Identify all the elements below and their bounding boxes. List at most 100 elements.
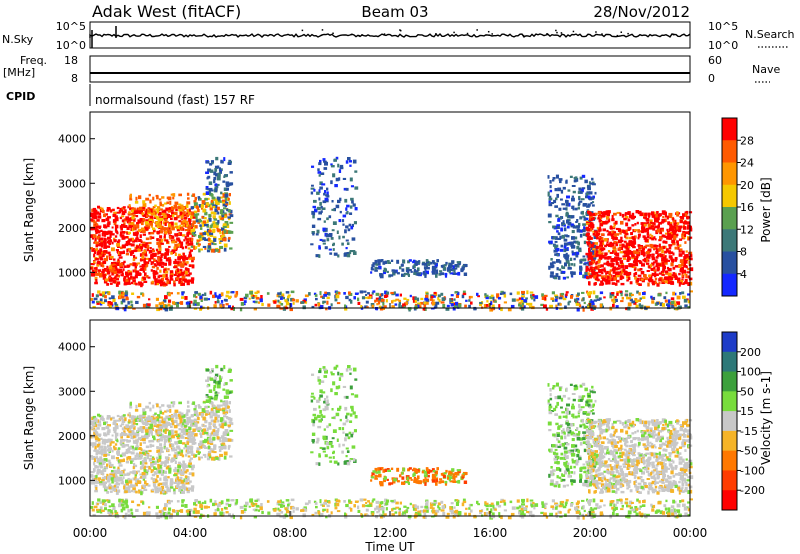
power-cell: [606, 216, 609, 219]
power-cell: [354, 207, 358, 211]
power-cell: [157, 217, 161, 222]
power-cell: [689, 290, 693, 293]
power-cell: [180, 271, 185, 276]
velocity-cell: [122, 444, 126, 448]
power-cell: [174, 252, 177, 256]
velocity-cell: [167, 417, 171, 421]
power-cell: [598, 238, 601, 243]
power-cell: [169, 275, 173, 279]
velocity-cell: [169, 444, 172, 448]
power-cell: [267, 303, 271, 307]
power-cell: [635, 304, 639, 308]
power-cell: [188, 251, 192, 255]
power-cell: [102, 273, 106, 277]
power-cell: [570, 223, 574, 226]
velocity-cell: [132, 418, 136, 422]
velocity-cell: [155, 478, 158, 483]
power-cell: [333, 158, 337, 162]
power-cell: [213, 218, 218, 221]
power-cell: [430, 295, 434, 299]
power-cell: [255, 296, 260, 300]
power-cell: [161, 203, 165, 207]
power-cell: [97, 290, 101, 294]
power-cell: [566, 195, 570, 199]
velocity-cell: [118, 464, 123, 467]
freq-tick-high: 18: [64, 54, 78, 67]
velocity-cell: [140, 476, 144, 479]
velocity-cell: [148, 465, 152, 470]
power-cell: [689, 226, 692, 229]
power-cell: [164, 231, 168, 235]
power-cell: [90, 212, 94, 216]
power-cell: [209, 193, 214, 196]
power-cell: [676, 295, 681, 300]
nave-tick-high: 60: [708, 54, 722, 67]
power-cell: [624, 270, 627, 274]
power-cell: [407, 307, 412, 311]
velocity-cell: [154, 412, 157, 415]
power-cell: [200, 227, 203, 230]
power-cell: [620, 220, 624, 225]
power-cell: [167, 257, 171, 260]
power-cell: [96, 242, 100, 247]
power-cell: [220, 168, 223, 172]
power-cell: [119, 265, 124, 269]
power-cell: [643, 237, 647, 240]
power-cell: [114, 302, 117, 305]
power-cell: [412, 296, 417, 301]
velocity-cell: [176, 440, 180, 444]
power-cell: [180, 204, 184, 208]
velocity-cell: [187, 476, 190, 480]
power-cell: [380, 306, 385, 309]
power-cell: [228, 201, 231, 205]
nsearch-dot: [556, 31, 558, 34]
power-cell: [132, 214, 136, 217]
velocity-cell: [130, 483, 133, 487]
velocity-cell: [214, 412, 218, 417]
power-cell: [658, 247, 661, 252]
power-cell: [585, 306, 589, 309]
velocity-cell: [220, 425, 224, 428]
power-cell: [490, 294, 494, 297]
power-cell: [393, 291, 396, 295]
velocity-cell: [216, 391, 220, 394]
power-cell: [619, 290, 623, 293]
power-cell: [661, 249, 664, 254]
power-cell: [132, 279, 136, 283]
velocity-cell: [162, 482, 166, 486]
power-cell: [627, 219, 631, 222]
power-cell: [166, 230, 169, 234]
power-cell: [134, 274, 138, 279]
power-cell: [110, 233, 115, 236]
power-cell: [562, 276, 566, 280]
velocity-cell: [106, 453, 111, 456]
velocity-cell: [159, 469, 164, 473]
power-cell: [573, 257, 576, 261]
power-cell: [158, 274, 163, 278]
power-cell: [144, 221, 149, 225]
power-cell: [565, 199, 568, 204]
power-cell: [98, 273, 103, 276]
power-cell: [93, 253, 96, 258]
power-cell: [208, 181, 213, 185]
power-cell: [141, 252, 145, 256]
velocity-cell: [219, 404, 223, 407]
power-cell: [571, 195, 574, 198]
power-cell: [129, 193, 132, 198]
power-cell: [197, 243, 201, 246]
power-cell: [167, 227, 171, 230]
power-cell: [152, 273, 156, 276]
velocity-cell: [159, 465, 162, 469]
power-cell: [90, 218, 94, 222]
power-cell: [106, 209, 110, 212]
power-cell: [204, 238, 209, 241]
power-cell: [585, 192, 589, 197]
velocity-cell: [178, 428, 182, 431]
power-cell: [661, 273, 665, 276]
power-cell: [449, 298, 452, 302]
power-cell: [207, 242, 212, 246]
power-cell: [655, 273, 659, 276]
velocity-cell: [208, 411, 212, 416]
power-cell: [154, 252, 157, 257]
power-cell: [587, 185, 591, 188]
